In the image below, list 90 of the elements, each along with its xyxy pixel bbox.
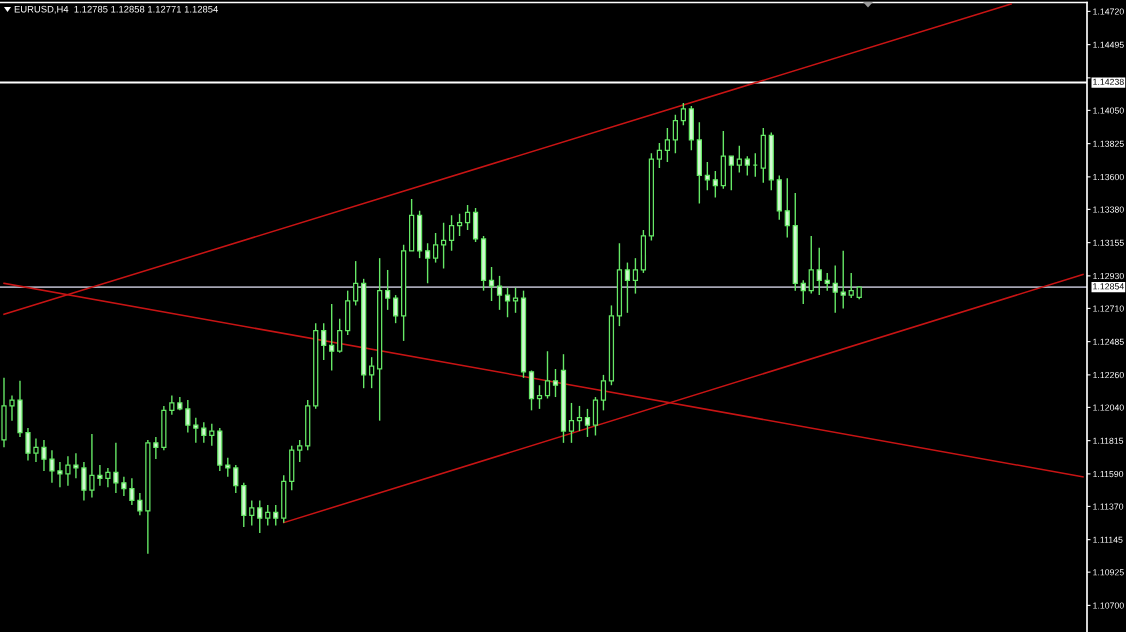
candlestick: [105, 467, 111, 488]
y-tick-label: 1.11145: [1093, 536, 1123, 543]
candlestick: [49, 449, 55, 484]
candlestick: [257, 499, 263, 534]
candlestick: [448, 214, 455, 252]
y-tick-label: 1.14495: [1093, 41, 1124, 48]
y-tick-label: 1.12260: [1093, 371, 1124, 379]
candlestick: [488, 266, 495, 302]
y-tick-label: 1.12040: [1093, 404, 1124, 411]
y-tick-label: 1.12485: [1093, 338, 1124, 345]
y-tick-label: 1.14050: [1093, 107, 1124, 114]
candlestick: [185, 399, 191, 434]
y-tick-label: 1.13155: [1093, 239, 1124, 246]
candlestick: [265, 504, 271, 527]
candlestick: [25, 427, 31, 462]
ref-line-label: 1.14238: [1093, 78, 1124, 85]
candlestick: [576, 405, 583, 432]
candlestick: [193, 417, 199, 444]
y-tick-label: 1.12710: [1093, 305, 1124, 312]
y-tick-label: 1.14720: [1093, 8, 1124, 15]
candlestick: [680, 102, 686, 126]
y-tick-label: 1.13380: [1093, 206, 1124, 213]
candlestick: [9, 394, 15, 422]
candlestick: [369, 356, 375, 389]
chart-title: EURUSD,H4 1.12785 1.12858 1.12771 1.12854: [14, 5, 218, 14]
candlestick: [432, 232, 439, 264]
candlestick: [89, 433, 95, 499]
candlestick: [744, 155, 750, 177]
candlestick: [321, 322, 327, 361]
candlestick: [41, 439, 47, 472]
candlestick: [536, 384, 543, 410]
y-tick-label: 1.13600: [1093, 173, 1124, 181]
candlestick: [393, 294, 399, 324]
candlestick: [600, 374, 607, 412]
candlestick: [137, 492, 143, 516]
candlestick: [624, 261, 631, 314]
y-tick-label: 1.10700: [1093, 602, 1124, 609]
y-tick-label: 1.13825: [1093, 140, 1124, 147]
candlestick: [209, 422, 215, 447]
candlestick: [456, 213, 463, 237]
candlestick: [153, 436, 159, 460]
candlestick: [297, 439, 303, 463]
candlestick: [568, 402, 575, 444]
y-tick-label: 1.10925: [1093, 569, 1124, 576]
candlestick: [129, 477, 135, 506]
candlestick: [552, 368, 559, 398]
candlestick: [840, 250, 846, 310]
y-tick-label: 1.12930: [1093, 272, 1124, 280]
candlestick: [584, 408, 591, 438]
candlestick: [784, 177, 790, 239]
candlestick: [169, 394, 175, 416]
candlestick: [337, 318, 343, 354]
candlestick: [816, 247, 822, 296]
candlestick: [113, 442, 119, 494]
candlestick: [385, 269, 391, 311]
candlestick: [848, 272, 854, 299]
candlestick: [81, 461, 87, 502]
candlestick: [736, 145, 742, 174]
ref-line-label: 1.12854: [1093, 283, 1124, 290]
candlestick: [672, 114, 679, 154]
candlestick: [233, 464, 239, 494]
candlestick: [121, 476, 127, 497]
candlestick: [353, 260, 359, 307]
candlestick: [249, 499, 255, 527]
candlestick: [464, 204, 471, 231]
candlestick: [544, 350, 551, 400]
candlestick: [728, 155, 734, 191]
candlestick: [800, 279, 806, 305]
candlestick: [33, 437, 39, 463]
candlestick: [808, 235, 814, 295]
candlestick: [65, 455, 71, 487]
candlestick: [73, 452, 79, 480]
candlestick: [504, 287, 511, 318]
candlestick: [496, 275, 503, 311]
y-tick-label: 1.11370: [1093, 503, 1124, 510]
candlestick: [329, 303, 335, 372]
candlestick: [664, 127, 671, 163]
candlestick: [712, 170, 718, 199]
y-tick-label: 1.11590: [1093, 470, 1124, 478]
candlestick: [225, 456, 231, 478]
y-tick-label: 1.11815: [1093, 437, 1124, 444]
candlestick: [201, 421, 207, 444]
candlestick: [57, 461, 63, 488]
candlestick: [512, 287, 519, 314]
candlestick: [632, 257, 639, 295]
candlestick: [656, 142, 663, 169]
candlestick: [97, 464, 103, 487]
candlestick: [424, 242, 431, 284]
candlestick: [832, 264, 838, 314]
candlestick: [273, 504, 279, 527]
